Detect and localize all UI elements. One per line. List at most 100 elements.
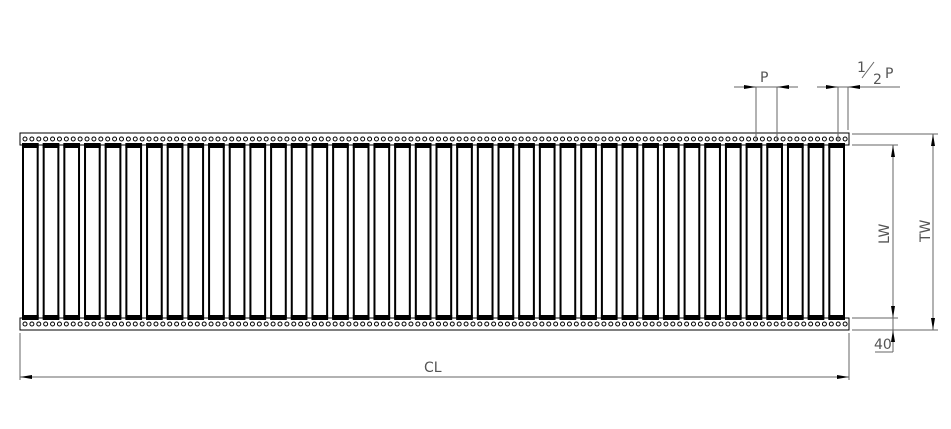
chain-roller-top <box>394 136 400 142</box>
chain-roller-bottom <box>539 321 545 327</box>
chain-roller-top <box>70 136 76 142</box>
roller-sprocket-top <box>187 143 205 148</box>
roller <box>63 143 81 320</box>
roller-sprocket-top <box>311 143 329 148</box>
chain-roller-top <box>118 136 124 142</box>
arrow-icon <box>848 85 860 89</box>
roller-tube <box>600 145 618 318</box>
roller <box>352 143 370 320</box>
roller <box>394 143 411 320</box>
roller-width-label: LW <box>877 223 893 244</box>
chain-roller-bottom <box>318 321 324 327</box>
roller <box>270 143 287 320</box>
roller-tube <box>642 145 659 318</box>
roller <box>456 143 473 320</box>
roller-tube <box>559 145 577 318</box>
chain-roller-bottom <box>36 321 42 327</box>
roller-tube <box>828 145 846 318</box>
chain-roller-bottom <box>181 321 187 327</box>
arrow-icon <box>891 306 895 318</box>
roller <box>600 143 618 320</box>
chain-roller-bottom <box>194 321 200 327</box>
roller-sprocket-top <box>166 143 184 148</box>
chain-roller-top <box>601 136 607 142</box>
roller-sprocket-bottom <box>724 315 742 320</box>
roller-sprocket-top <box>125 143 143 148</box>
chain-roller-bottom <box>298 321 304 327</box>
chain-roller-bottom <box>470 321 476 327</box>
roller-tube <box>187 145 205 318</box>
chain-roller-top <box>498 136 504 142</box>
roller-sprocket-bottom <box>518 315 535 320</box>
chain-roller-top <box>780 136 786 142</box>
chain-roller-top <box>236 136 242 142</box>
roller-sprocket-bottom <box>766 315 783 320</box>
arrow-icon <box>744 85 756 89</box>
chain-roller-top <box>725 136 731 142</box>
roller-sprocket-top <box>456 143 473 148</box>
chain-roller-top <box>249 136 255 142</box>
chain-roller-top <box>491 136 497 142</box>
chain-roller-top <box>56 136 62 142</box>
chain-roller-top <box>821 136 827 142</box>
roller-sprocket-bottom <box>311 315 329 320</box>
chain-roller-bottom <box>401 321 407 327</box>
chain-roller-top <box>277 136 283 142</box>
chain-roller-top <box>422 136 428 142</box>
chain-roller-bottom <box>442 321 448 327</box>
roller-sprocket-bottom <box>166 315 184 320</box>
chain-roller-bottom <box>794 321 800 327</box>
chain-roller-bottom <box>587 321 593 327</box>
roller-sprocket-top <box>373 143 391 148</box>
chain-roller-bottom <box>773 321 779 327</box>
chain-roller-top <box>208 136 214 142</box>
chain-roller-bottom <box>436 321 441 327</box>
roller-tube <box>63 145 81 318</box>
roller-sprocket-top <box>538 143 556 148</box>
chain-roller-top <box>160 136 166 142</box>
chain-roller-bottom <box>670 321 676 327</box>
roller <box>166 143 184 320</box>
roller-sprocket-bottom <box>414 315 432 320</box>
roller-sprocket-top <box>704 143 721 148</box>
chain-roller-top <box>22 136 28 142</box>
chain-roller-bottom <box>429 321 435 327</box>
roller-tube <box>518 145 535 318</box>
roller-sprocket-bottom <box>559 315 577 320</box>
chain-roller-bottom <box>146 321 152 327</box>
conveyor-frame <box>19 132 850 331</box>
roller-sprocket-top <box>600 143 618 148</box>
chain-roller-top <box>663 136 669 142</box>
chain-roller-bottom <box>801 321 807 327</box>
roller <box>146 143 163 320</box>
chain-roller-top <box>635 136 641 142</box>
roller-sprocket-top <box>332 143 349 148</box>
chain-roller-bottom <box>139 321 145 327</box>
chain-roller-bottom <box>346 321 352 327</box>
roller-sprocket-top <box>414 143 432 148</box>
chain-roller-top <box>339 136 345 142</box>
roller <box>642 143 659 320</box>
roller <box>311 143 329 320</box>
roller-tube <box>352 145 370 318</box>
chain-roller-bottom <box>243 321 249 327</box>
roller-sprocket-bottom <box>352 315 370 320</box>
chain-roller-bottom <box>594 321 600 327</box>
roller-sprocket-bottom <box>828 315 845 320</box>
roller <box>290 143 308 320</box>
roller-sprocket-top <box>84 143 101 148</box>
roller-tube <box>394 145 411 318</box>
roller-sprocket-top <box>662 143 680 148</box>
chain-roller-bottom <box>525 321 531 327</box>
chain-roller-bottom <box>422 321 428 327</box>
chain-roller-top <box>270 136 276 142</box>
roller-sprocket-top <box>146 143 163 148</box>
chain-roller-top <box>456 136 462 142</box>
chain-roller-top <box>132 136 138 142</box>
roller-tube <box>662 145 680 318</box>
roller-tube <box>476 145 494 318</box>
chain-roller-bottom <box>63 321 69 327</box>
chain-roller-bottom <box>622 321 628 327</box>
roller <box>228 143 246 320</box>
roller-tube <box>84 145 101 318</box>
